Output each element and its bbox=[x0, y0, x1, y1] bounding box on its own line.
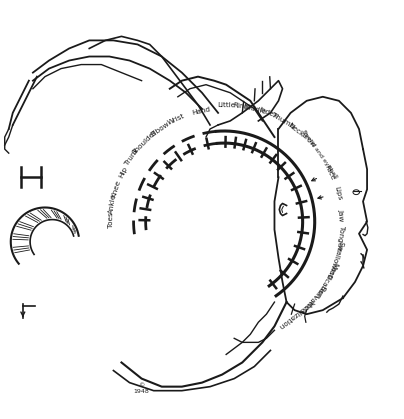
Text: Mastication: Mastication bbox=[312, 261, 338, 299]
Text: Face: Face bbox=[324, 163, 336, 181]
Text: Toes: Toes bbox=[108, 212, 115, 228]
Text: Eyelid and eyeball: Eyelid and eyeball bbox=[301, 129, 339, 180]
Text: Brow: Brow bbox=[300, 132, 317, 149]
Text: Thumb: Thumb bbox=[270, 111, 295, 129]
Text: Little: Little bbox=[217, 102, 236, 108]
Text: Trunk: Trunk bbox=[124, 147, 140, 167]
Text: ©
1948: © 1948 bbox=[134, 383, 149, 394]
Text: Middle: Middle bbox=[242, 103, 267, 115]
Text: Swallowing: Swallowing bbox=[325, 240, 344, 279]
Text: Ring: Ring bbox=[232, 102, 249, 110]
Text: Neck: Neck bbox=[287, 122, 305, 137]
Text: Shoulder: Shoulder bbox=[131, 128, 158, 155]
Text: Tongue: Tongue bbox=[335, 225, 345, 251]
Text: Hand: Hand bbox=[191, 106, 210, 116]
Text: Hip: Hip bbox=[118, 166, 128, 179]
Text: Jaw: Jaw bbox=[337, 209, 344, 222]
Text: Index: Index bbox=[257, 107, 278, 120]
Text: Elbow: Elbow bbox=[149, 121, 170, 138]
Text: Salivation: Salivation bbox=[299, 283, 326, 313]
Text: Knee: Knee bbox=[111, 179, 122, 198]
Text: Lips: Lips bbox=[333, 186, 342, 201]
Text: Vocalization: Vocalization bbox=[277, 298, 315, 329]
Text: Wrist: Wrist bbox=[167, 113, 186, 126]
Text: Ankle: Ankle bbox=[108, 194, 117, 215]
